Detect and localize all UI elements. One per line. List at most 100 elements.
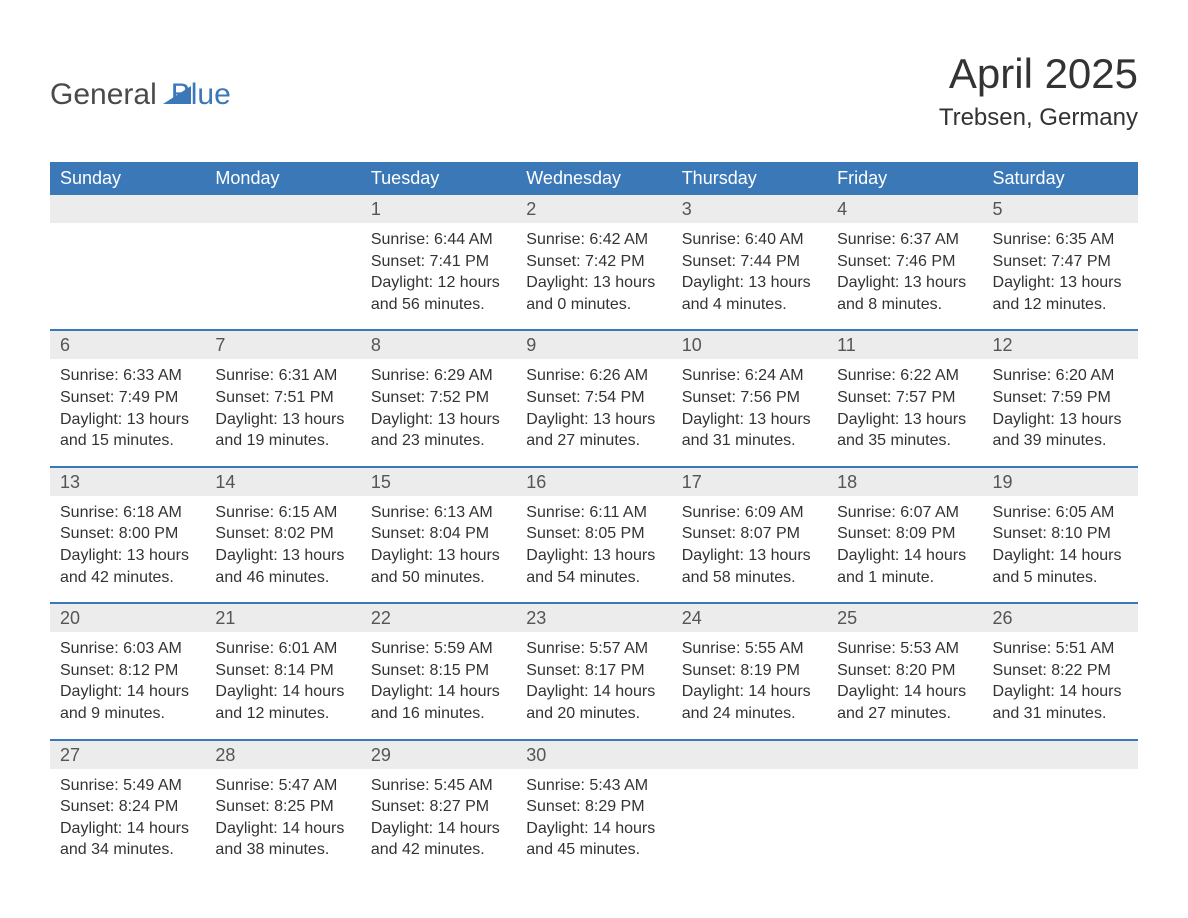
location-subtitle: Trebsen, Germany (939, 104, 1138, 132)
daylight-text: Daylight: 14 hours (60, 818, 195, 840)
calendar-table: Sunday Monday Tuesday Wednesday Thursday… (50, 162, 1138, 861)
day-number: 20 (50, 604, 205, 632)
day-cell: Sunrise: 6:03 AMSunset: 8:12 PMDaylight:… (50, 632, 205, 724)
sunset-text: Sunset: 7:54 PM (526, 387, 661, 409)
daylight-text: Daylight: 13 hours (993, 409, 1128, 431)
day-cell: Sunrise: 5:47 AMSunset: 8:25 PMDaylight:… (205, 769, 360, 861)
day-cell: Sunrise: 5:53 AMSunset: 8:20 PMDaylight:… (827, 632, 982, 724)
sunset-text: Sunset: 8:27 PM (371, 796, 506, 818)
sunrise-text: Sunrise: 6:31 AM (215, 365, 350, 387)
sunset-text: Sunset: 8:22 PM (993, 660, 1128, 682)
sunset-text: Sunset: 7:46 PM (837, 251, 972, 273)
day-number-row: 27282930 (50, 741, 1138, 769)
daylight-text: Daylight: 13 hours (60, 409, 195, 431)
daylight-text: and 27 minutes. (526, 430, 661, 452)
daylight-text: and 9 minutes. (60, 703, 195, 725)
day-number: 18 (827, 468, 982, 496)
sunrise-text: Sunrise: 5:45 AM (371, 775, 506, 797)
day-number: 16 (516, 468, 671, 496)
title-block: April 2025 Trebsen, Germany (939, 50, 1138, 132)
daylight-text: and 50 minutes. (371, 567, 506, 589)
sunset-text: Sunset: 8:29 PM (526, 796, 661, 818)
daylight-text: and 23 minutes. (371, 430, 506, 452)
day-content-row: Sunrise: 6:18 AMSunset: 8:00 PM Daylight:… (50, 496, 1138, 588)
daylight-text: and 35 minutes. (837, 430, 972, 452)
day-cell: Sunrise: 6:31 AMSunset: 7:51 PMDaylight:… (205, 359, 360, 451)
day-cell (827, 769, 982, 861)
daylight-text: Daylight: 14 hours (993, 545, 1128, 567)
day-cell: Sunrise: 6:20 AMSunset: 7:59 PMDaylight:… (983, 359, 1138, 451)
daylight-text: Daylight: 14 hours (60, 681, 195, 703)
sunset-text: Sunset: 8:24 PM (60, 796, 195, 818)
daylight-text: Daylight: 14 hours (526, 818, 661, 840)
sunset-text: Sunset: 8:12 PM (60, 660, 195, 682)
day-number-row: 12345 (50, 195, 1138, 223)
sunrise-text: Sunrise: 6:22 AM (837, 365, 972, 387)
day-number: 2 (516, 195, 671, 223)
day-cell: Sunrise: 6:15 AMSunset: 8:02 PMDaylight:… (205, 496, 360, 588)
day-number: 5 (983, 195, 1138, 223)
sunrise-text: Sunrise: 6:44 AM (371, 229, 506, 251)
sunrise-text: Sunrise: 6:24 AM (682, 365, 817, 387)
daylight-text: Daylight: 13 hours (215, 409, 350, 431)
day-number: 17 (672, 468, 827, 496)
sunset-text: Sunset: 8:00 PM (60, 523, 195, 545)
daylight-text: and 54 minutes. (526, 567, 661, 589)
sunrise-text: Sunrise: 6:26 AM (526, 365, 661, 387)
sunrise-text: Sunrise: 6:18 AM (60, 502, 195, 524)
sunrise-text: Sunrise: 5:55 AM (682, 638, 817, 660)
sunrise-text: Sunrise: 5:43 AM (526, 775, 661, 797)
daylight-text: Daylight: 14 hours (993, 681, 1128, 703)
daylight-text: and 31 minutes. (682, 430, 817, 452)
day-number (672, 741, 827, 769)
day-number: 12 (983, 331, 1138, 359)
daylight-text: Daylight: 13 hours (526, 409, 661, 431)
day-cell: Sunrise: 6:09 AMSunset: 8:07 PMDaylight:… (672, 496, 827, 588)
daylight-text: and 42 minutes. (60, 567, 195, 589)
sunset-text: Sunset: 8:07 PM (682, 523, 817, 545)
day-number: 26 (983, 604, 1138, 632)
day-cell: Sunrise: 6:13 AMSunset: 8:04 PMDaylight:… (361, 496, 516, 588)
daylight-text: Daylight: 13 hours (526, 272, 661, 294)
sunrise-text: Sunrise: 5:47 AM (215, 775, 350, 797)
daylight-text: Daylight: 14 hours (682, 681, 817, 703)
day-number: 7 (205, 331, 360, 359)
sunrise-text: Sunrise: 6:11 AM (526, 502, 661, 524)
sunset-text: Sunset: 7:56 PM (682, 387, 817, 409)
daylight-text: Daylight: 13 hours (837, 409, 972, 431)
daylight-text: and 0 minutes. (526, 294, 661, 316)
day-number: 14 (205, 468, 360, 496)
daylight-text: and 56 minutes. (371, 294, 506, 316)
weekday-header: Thursday (672, 162, 827, 195)
sunset-text: Sunset: 8:02 PM (215, 523, 350, 545)
daylight-text: Daylight: 14 hours (215, 818, 350, 840)
day-number: 6 (50, 331, 205, 359)
daylight-text: Daylight: 13 hours (682, 545, 817, 567)
weekday-header: Sunday (50, 162, 205, 195)
daylight-text: and 4 minutes. (682, 294, 817, 316)
day-cell (672, 769, 827, 861)
sunrise-text: Sunrise: 5:53 AM (837, 638, 972, 660)
sunset-text: Sunset: 7:52 PM (371, 387, 506, 409)
sunset-text: Sunset: 8:05 PM (526, 523, 661, 545)
day-number: 22 (361, 604, 516, 632)
daylight-text: Daylight: 13 hours (682, 409, 817, 431)
weekday-header: Monday (205, 162, 360, 195)
day-number (50, 195, 205, 223)
sunrise-text: Sunrise: 6:09 AM (682, 502, 817, 524)
day-cell: Sunrise: 5:49 AMSunset: 8:24 PMDaylight:… (50, 769, 205, 861)
daylight-text: Daylight: 13 hours (526, 545, 661, 567)
day-content-row: Sunrise: 6:03 AMSunset: 8:12 PMDaylight:… (50, 632, 1138, 724)
sunrise-text: Sunrise: 6:33 AM (60, 365, 195, 387)
sunset-text: Sunset: 8:14 PM (215, 660, 350, 682)
day-number: 19 (983, 468, 1138, 496)
day-number-row: 13141516171819 (50, 468, 1138, 496)
daylight-text: and 5 minutes. (993, 567, 1128, 589)
day-number: 21 (205, 604, 360, 632)
day-cell: Sunrise: 6:35 AMSunset: 7:47 PMDaylight:… (983, 223, 1138, 315)
day-number: 23 (516, 604, 671, 632)
day-number: 25 (827, 604, 982, 632)
day-number: 1 (361, 195, 516, 223)
logo-word-1: General (50, 78, 157, 112)
day-cell: Sunrise: 6:37 AMSunset: 7:46 PMDaylight:… (827, 223, 982, 315)
